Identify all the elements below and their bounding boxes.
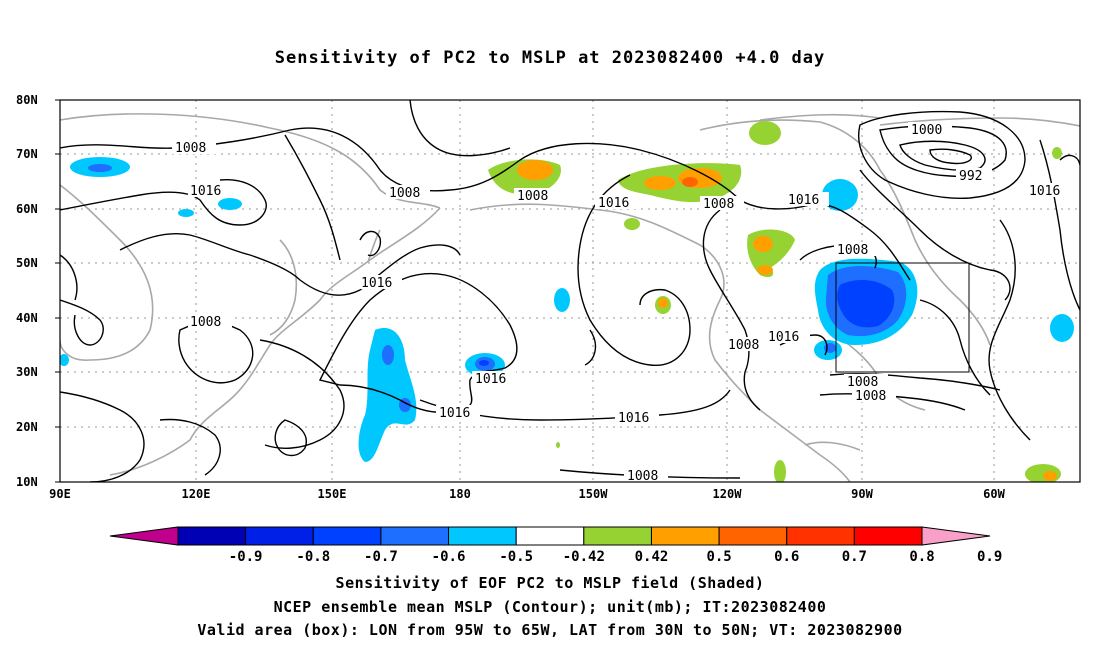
chart-title: Sensitivity of PC2 to MSLP at 2023082400…	[274, 48, 826, 68]
colorbar-swatch	[583, 526, 652, 546]
colorbar: -0.9 -0.8 -0.7 -0.6 -0.5 -0.42 0.42 0.5 0.6 0.7 0.…	[109, 526, 1002, 565]
colorbar-tick-label: 0.42	[635, 549, 669, 565]
lon-tick-label: 120E	[182, 487, 211, 501]
contour-label: 1008	[703, 197, 734, 212]
contour-label: 1016	[475, 372, 506, 387]
contour-label: 1008	[847, 375, 878, 390]
colorbar-tick-label: 0.8	[909, 549, 934, 565]
lon-tick-label: 150W	[579, 487, 609, 501]
lon-tick-label: 90E	[49, 487, 71, 501]
colorbar-extend-high	[921, 526, 991, 546]
contour-label: 1008	[627, 469, 658, 484]
colorbar-tick-label: -0.9	[229, 549, 263, 565]
contour-label: 1008	[728, 338, 759, 353]
colorbar-swatch	[312, 526, 382, 546]
colorbar-swatch	[786, 526, 855, 546]
colorbar-tick-label: -0.5	[499, 549, 533, 565]
colorbar-swatch	[448, 526, 517, 546]
colorbar-tick-label: 0.9	[977, 549, 1002, 565]
colorbar-swatch	[650, 526, 720, 546]
lon-tick-label: 180	[449, 487, 471, 501]
lat-tick-label: 30N	[16, 365, 38, 379]
contour-label: 1008	[175, 141, 206, 156]
colorbar-tick-label: 0.5	[706, 549, 731, 565]
lon-tick-label: 90W	[851, 487, 873, 501]
lat-tick-label: 10N	[16, 475, 38, 489]
contour-label: 1016	[788, 193, 819, 208]
lon-tick-label: 150E	[318, 487, 347, 501]
valid-area-box	[835, 262, 970, 373]
colorbar-tick-label: -0.6	[432, 549, 466, 565]
lat-tick-label: 80N	[16, 93, 38, 107]
lon-axis: 90E 120E 150E 180 150W 120W 90W 60W	[49, 487, 1005, 501]
contour-label: 1008	[855, 389, 886, 404]
contour-label: 1016	[768, 330, 799, 345]
contour-label: 1016	[361, 276, 392, 291]
coastlines	[60, 113, 1080, 482]
lon-tick-label: 120W	[713, 487, 743, 501]
colorbar-swatch	[853, 526, 923, 546]
colorbar-tick-label: -0.42	[563, 549, 605, 565]
colorbar-tick-label: 0.7	[842, 549, 867, 565]
lat-tick-label: 70N	[16, 147, 38, 161]
contour-label: 1008	[517, 189, 548, 204]
caption-contour: NCEP ensemble mean MSLP (Contour); unit(…	[273, 598, 827, 616]
colorbar-tick-label: -0.8	[296, 549, 330, 565]
contour-label: 1000	[911, 123, 942, 138]
contour-label: 1016	[439, 406, 470, 421]
colorbar-swatch	[177, 526, 247, 546]
colorbar-tick-label: 0.6	[774, 549, 799, 565]
contour-label: 1008	[837, 243, 868, 258]
colorbar-extend-low	[109, 526, 179, 546]
colorbar-swatch	[380, 526, 450, 546]
shaded-sensitivity	[60, 121, 1074, 482]
lat-tick-label: 20N	[16, 420, 38, 434]
colorbar-swatch	[718, 526, 788, 546]
contour-label: 1016	[1029, 184, 1060, 199]
plot-frame	[59, 99, 1081, 483]
plot-area	[60, 100, 1080, 482]
contour-label: 1016	[598, 196, 629, 211]
colorbar-tick-label: -0.7	[364, 549, 398, 565]
contour-label: 1008	[190, 315, 221, 330]
lat-tick-label: 60N	[16, 202, 38, 216]
colorbar-swatch	[515, 526, 585, 546]
contour-labels: 1008 1016 1008 1008 1016 1008 1016 1000 …	[172, 122, 1070, 484]
lat-tick-label: 50N	[16, 256, 38, 270]
lat-axis: 80N 70N 60N 50N 40N 30N 20N 10N	[16, 93, 60, 489]
lat-tick-label: 40N	[16, 311, 38, 325]
contour-label: 992	[959, 169, 982, 184]
contour-label: 1016	[618, 411, 649, 426]
lon-tick-label: 60W	[983, 487, 1005, 501]
contour-label: 1016	[190, 184, 221, 199]
colorbar-swatch	[245, 526, 314, 546]
caption-shaded: Sensitivity of EOF PC2 to MSLP field (Sh…	[335, 574, 765, 592]
caption-valid-area: Valid area (box): LON from 95W to 65W, L…	[197, 621, 903, 639]
contour-label: 1008	[389, 186, 420, 201]
